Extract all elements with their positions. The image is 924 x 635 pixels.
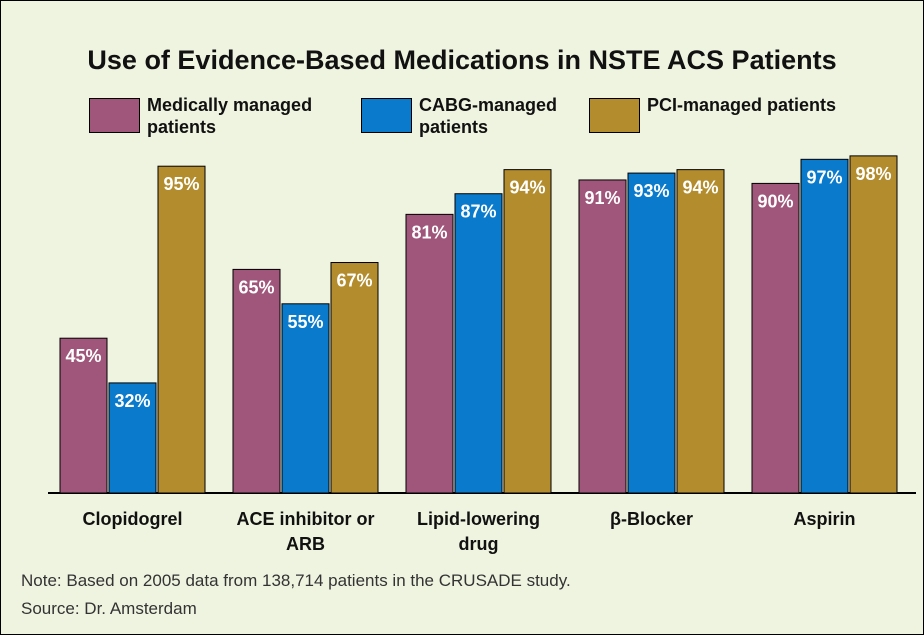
bar [800,158,849,494]
bar [578,179,627,494]
bar [108,382,157,494]
source: Source: Dr. Amsterdam [21,599,197,618]
legend-label: Medically managed patients [147,95,313,137]
legend-label: CABG-managed patients [419,95,558,137]
legend-label: PCI-managed patients [647,95,837,115]
bar [405,213,454,494]
bar [454,193,503,494]
value-label: 97% [806,167,842,187]
bar [849,155,898,494]
bar [627,172,676,494]
legend-swatch [361,98,412,133]
legend-swatch [89,98,140,133]
bar [676,169,725,494]
bar [59,337,108,494]
bar [751,182,800,494]
value-label: 55% [287,312,323,332]
x-tick-label: Lipid-lowering drug [417,509,540,554]
chart-title: Use of Evidence-Based Medications in NST… [87,45,837,75]
value-label: 91% [584,188,620,208]
x-tick-label: ACE inhibitor or ARB [236,509,375,554]
x-tick-label: β-Blocker [609,509,693,529]
value-label: 98% [855,164,891,184]
value-label: 87% [460,202,496,222]
value-label: 93% [633,181,669,201]
value-label: 81% [411,222,447,242]
x-tick-label: Aspirin [793,509,856,529]
bar [157,165,206,494]
bar [330,262,379,494]
value-label: 65% [238,277,274,297]
bar [232,268,281,494]
value-label: 90% [757,191,793,211]
value-label: 67% [336,271,372,291]
x-tick-label: Clopidogrel [82,509,183,529]
value-label: 94% [509,178,545,198]
bar [281,303,330,494]
value-label: 95% [163,174,199,194]
value-label: 94% [682,178,718,198]
value-label: 32% [114,391,150,411]
note: Note: Based on 2005 data from 138,714 pa… [21,571,571,590]
bar [503,169,552,494]
value-label: 45% [65,346,101,366]
legend-swatch [589,98,640,133]
